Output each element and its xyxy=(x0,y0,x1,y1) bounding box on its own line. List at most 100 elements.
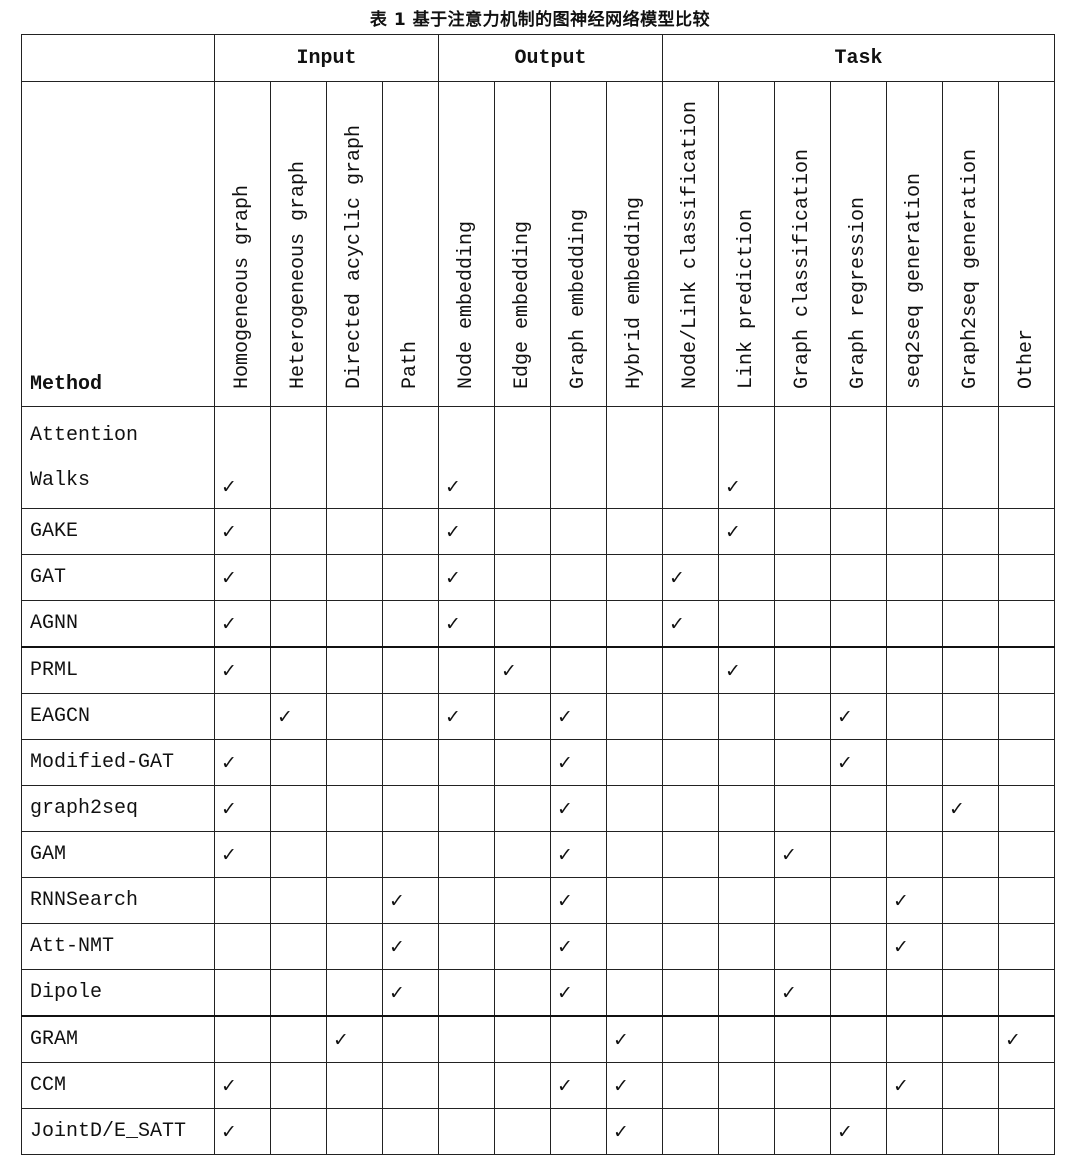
table-cell xyxy=(942,923,999,970)
table-cell xyxy=(830,969,887,1017)
table-cell xyxy=(270,646,327,694)
table-cell xyxy=(326,969,383,1017)
table-cell xyxy=(942,508,999,555)
table-cell xyxy=(382,1062,439,1109)
table-cell xyxy=(886,1015,943,1063)
table-cell: ✓ xyxy=(550,969,607,1017)
table-cell xyxy=(886,785,943,832)
table-cell: ✓ xyxy=(438,554,495,601)
check-icon: ✓ xyxy=(557,751,573,774)
table-cell xyxy=(998,785,1055,832)
check-icon: ✓ xyxy=(221,843,237,866)
table-row: PRML ✓ ✓ ✓ xyxy=(21,646,1055,694)
table-cell xyxy=(718,785,775,832)
table-cell: ✓ xyxy=(214,1108,271,1155)
table-cell xyxy=(438,785,495,832)
table-cell xyxy=(662,646,719,694)
table-cell xyxy=(718,1015,775,1063)
method-name: Dipole xyxy=(21,969,215,1017)
table-row: GAKE ✓ ✓ ✓ xyxy=(21,508,1055,555)
column-header-label: Graph regression xyxy=(846,196,870,389)
table-cell xyxy=(662,923,719,970)
column-header-label: Directed acyclic graph xyxy=(342,124,366,389)
table-row: GAM ✓ ✓ ✓ xyxy=(21,831,1055,878)
column-header: Graph2seq generation xyxy=(942,81,999,407)
table-row: GAT ✓ ✓ ✓ xyxy=(21,554,1055,601)
column-header-label: Graph embedding xyxy=(566,208,590,389)
table-cell xyxy=(662,508,719,555)
column-header-label: Path xyxy=(398,340,422,389)
table-cell xyxy=(550,554,607,601)
column-header: Edge embedding xyxy=(494,81,551,407)
table-cell xyxy=(214,693,271,740)
table-cell xyxy=(438,923,495,970)
column-header: Path xyxy=(382,81,439,407)
table-cell xyxy=(942,739,999,786)
table-cell xyxy=(270,508,327,555)
table-row: RNNSearch ✓ ✓ ✓ xyxy=(21,877,1055,924)
table-cell xyxy=(326,646,383,694)
method-name: RNNSearch xyxy=(21,877,215,924)
table-cell xyxy=(830,923,887,970)
table-cell xyxy=(494,554,551,601)
table-cell xyxy=(438,831,495,878)
table-cell xyxy=(830,646,887,694)
table-cell xyxy=(382,1108,439,1155)
comparison-table: Input Output Task Method Homogeneous graph He… xyxy=(21,34,1055,1155)
table-cell: ✓ xyxy=(550,739,607,786)
table-cell: ✓ xyxy=(718,406,775,509)
column-header-label: Hybrid embedding xyxy=(622,196,646,389)
table-row: AGNN ✓ ✓ ✓ xyxy=(21,600,1055,648)
check-icon: ✓ xyxy=(557,981,573,1004)
table-cell xyxy=(718,923,775,970)
check-icon: ✓ xyxy=(221,751,237,774)
method-name: PRML xyxy=(21,646,215,694)
table-cell xyxy=(270,1062,327,1109)
table-cell xyxy=(662,831,719,878)
table-cell: ✓ xyxy=(214,646,271,694)
table-cell xyxy=(942,554,999,601)
column-header-label: seq2seq generation xyxy=(902,172,926,389)
table-cell xyxy=(774,1062,831,1109)
column-header: Hybrid embedding xyxy=(606,81,663,407)
column-header: Directed acyclic graph xyxy=(326,81,383,407)
method-name: Att-NMT xyxy=(21,923,215,970)
table-cell xyxy=(438,646,495,694)
table-cell xyxy=(214,877,271,924)
check-icon: ✓ xyxy=(333,1028,349,1051)
method-name: GAM xyxy=(21,831,215,878)
check-icon: ✓ xyxy=(949,797,965,820)
check-icon: ✓ xyxy=(1005,1028,1021,1051)
table-cell xyxy=(270,406,327,509)
check-icon: ✓ xyxy=(221,520,237,543)
check-icon: ✓ xyxy=(781,981,797,1004)
table-row: Attention Walks ✓ ✓ ✓ xyxy=(21,406,1055,509)
table-cell xyxy=(494,923,551,970)
table-cell xyxy=(830,1015,887,1063)
table-cell xyxy=(886,739,943,786)
check-icon: ✓ xyxy=(613,1120,629,1143)
table-cell xyxy=(606,646,663,694)
table-cell xyxy=(214,923,271,970)
table-cell xyxy=(774,693,831,740)
table-cell: ✓ xyxy=(438,600,495,648)
table-cell xyxy=(606,693,663,740)
table-cell xyxy=(270,831,327,878)
check-icon: ✓ xyxy=(781,843,797,866)
group-header-row: Input Output Task xyxy=(21,34,1055,82)
table-cell xyxy=(998,739,1055,786)
table-cell xyxy=(662,969,719,1017)
table-cell xyxy=(830,508,887,555)
check-icon: ✓ xyxy=(557,1074,573,1097)
table-cell xyxy=(382,554,439,601)
table-cell xyxy=(270,1015,327,1063)
table-cell xyxy=(326,739,383,786)
table-cell xyxy=(382,600,439,648)
table-cell xyxy=(718,877,775,924)
column-header-label: Homogeneous graph xyxy=(230,184,254,389)
table-cell xyxy=(718,554,775,601)
table-cell: ✓ xyxy=(214,785,271,832)
group-header-output: Output xyxy=(438,34,663,82)
table-cell xyxy=(998,600,1055,648)
table-cell xyxy=(438,739,495,786)
